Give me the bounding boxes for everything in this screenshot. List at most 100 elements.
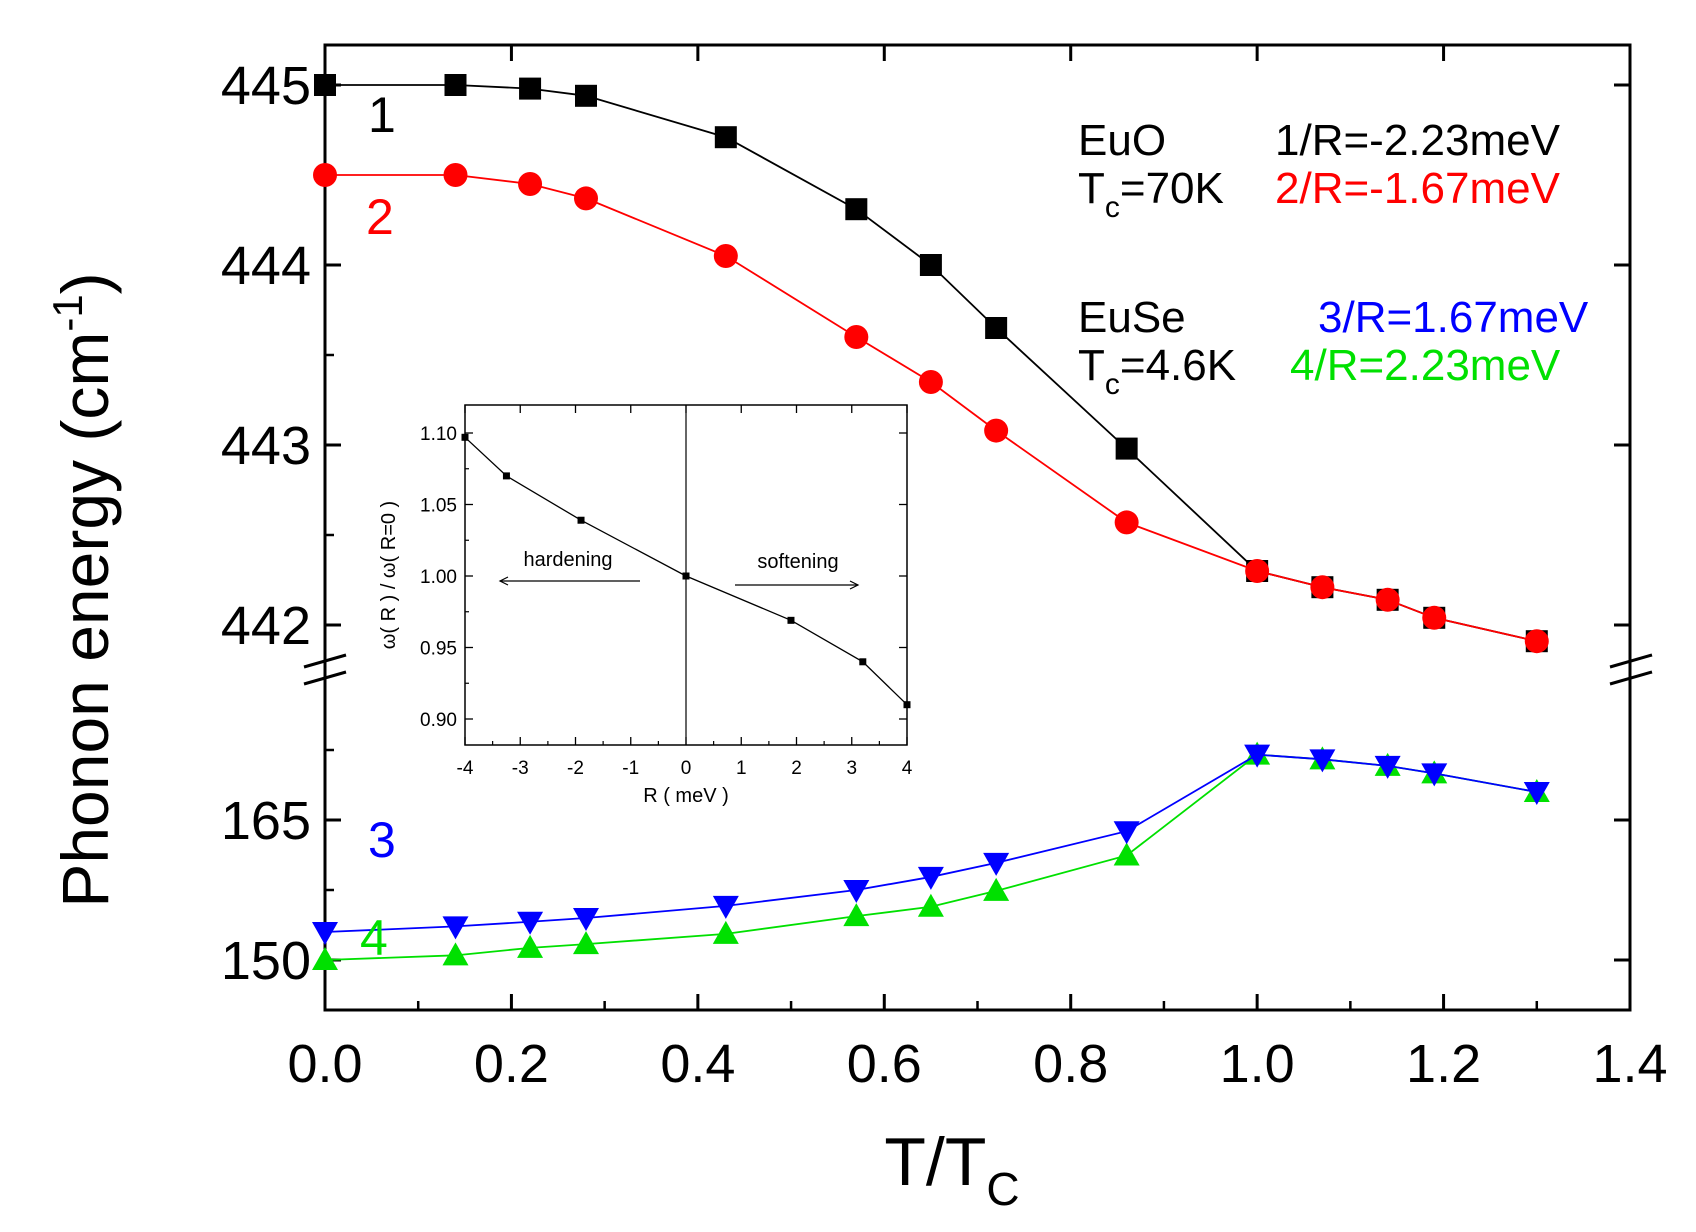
data-point-square	[444, 74, 467, 96]
euo-label: EuO	[1078, 116, 1166, 165]
curve-label-3: 3	[368, 812, 396, 868]
y-tick-label: 444	[221, 236, 311, 296]
data-point-circle	[1114, 510, 1139, 535]
x-tick-label: 0.2	[474, 1034, 549, 1094]
data-point-triangle-down	[573, 908, 599, 931]
data-point-triangle-up	[843, 903, 870, 927]
data-point-circle	[984, 418, 1009, 443]
data-point-triangle-up	[442, 942, 469, 966]
inset-y-tick-label: 0.95	[420, 639, 457, 660]
euse-label: EuSe	[1078, 293, 1186, 342]
data-point-triangle-down	[1309, 749, 1336, 773]
data-point-triangle-down	[843, 880, 870, 903]
data-point-circle	[443, 163, 468, 187]
curve-label-4: 4	[360, 910, 388, 966]
data-point-triangle-down	[983, 852, 1010, 876]
inset-axis-ticks: -4 -3 -2 -1 0 1 2 3 4 0.90 0.95 1.00 1.05 1.10	[420, 405, 913, 779]
series-2	[313, 163, 1549, 654]
data-point-circle	[574, 186, 598, 211]
inset-x-tick-label: 0	[681, 758, 692, 779]
data-point-triangle-up	[573, 931, 599, 955]
inset-y-tick-label: 1.05	[420, 496, 457, 517]
y-axis-label: Phonon energy (cm-1)	[44, 272, 122, 907]
y-tick-label: 165	[221, 791, 311, 851]
inset-x-tick-label: 2	[791, 758, 802, 779]
data-point-square	[845, 198, 868, 221]
data-point-circle	[1524, 629, 1549, 654]
data-point-square	[519, 77, 542, 100]
x-tick-label: 0.0	[287, 1034, 362, 1094]
data-point-triangle-down	[517, 911, 544, 935]
data-point-square	[1115, 437, 1138, 460]
data-point-triangle-down	[712, 895, 739, 919]
euo-r2-label: 2/R=-1.67meV	[1275, 164, 1561, 213]
inset-data-point	[903, 701, 911, 709]
data-point-triangle-up	[1113, 842, 1140, 866]
inset-x-tick-label: 1	[736, 758, 747, 779]
data-point-square	[575, 84, 597, 107]
euo-tc-label: Tc=70K	[1078, 164, 1224, 224]
data-point-circle	[1375, 587, 1400, 612]
data-point-triangle-down	[312, 922, 338, 945]
x-tick-label: 1.4	[1592, 1034, 1667, 1094]
series-4	[312, 741, 1550, 970]
data-point-triangle-down	[1421, 763, 1448, 787]
x-tick-label: 1.0	[1220, 1034, 1295, 1094]
data-point-triangle-up	[983, 877, 1010, 901]
data-point-circle	[1245, 559, 1270, 583]
data-point-circle	[844, 325, 869, 349]
axis-break-left	[303, 653, 347, 686]
data-point-square	[985, 317, 1008, 339]
inset-x-tick-label: 4	[902, 758, 913, 779]
curve-label-1: 1	[368, 87, 396, 143]
data-point-triangle-up	[712, 920, 739, 944]
x-tick-label: 0.6	[847, 1034, 922, 1094]
y-tick-label: 150	[221, 931, 311, 991]
inset-y-tick-label: 1.00	[420, 567, 457, 588]
x-tick-label: 0.8	[1033, 1034, 1108, 1094]
euse-r3-label: 3/R=1.67meV	[1318, 293, 1589, 342]
inset-x-tick-label: -2	[567, 758, 584, 779]
x-axis-label: T/TC	[884, 1124, 1019, 1215]
data-point-triangle-down	[1113, 821, 1140, 845]
euse-tc-label: Tc=4.6K	[1078, 341, 1236, 401]
inset-hardening-arrow	[498, 576, 640, 586]
series-3	[312, 744, 1550, 945]
inset-x-tick-label: -3	[512, 758, 529, 779]
data-point-triangle-up	[312, 947, 338, 970]
euse-r4-label: 4/R=2.23meV	[1290, 341, 1561, 390]
inset-hardening-label: hardening	[524, 549, 613, 571]
data-point-triangle-up	[917, 893, 944, 917]
curve-label-2: 2	[366, 189, 394, 245]
series-layer	[312, 74, 1550, 970]
y-tick-label: 445	[221, 56, 311, 116]
inset-softening-arrow	[735, 580, 860, 590]
data-point-triangle-down	[917, 866, 944, 890]
data-point-circle	[518, 172, 543, 196]
inset-data-point	[461, 433, 469, 441]
series-line-3	[324, 753, 1537, 933]
series-line-4	[324, 753, 1537, 961]
inset-data-point	[577, 516, 585, 524]
inset-y-tick-label: 0.90	[420, 710, 457, 731]
data-point-circle	[918, 370, 943, 394]
data-point-triangle-down	[1523, 782, 1550, 805]
inset-y-tick-label: 1.10	[420, 424, 457, 445]
x-tick-label: 0.4	[660, 1034, 735, 1094]
axis-break-right	[1609, 653, 1653, 686]
data-point-square	[314, 74, 336, 96]
inset-data-point	[859, 658, 867, 666]
data-point-circle	[713, 244, 738, 268]
inset-x-tick-label: -4	[457, 758, 474, 779]
inset-y-axis-label: ω( R ) / ω( R=0 )	[378, 501, 400, 649]
data-point-circle	[1422, 605, 1447, 630]
data-point-circle	[313, 163, 337, 187]
euo-r1-label: 1/R=-2.23meV	[1275, 116, 1561, 165]
inset-x-axis-label: R ( meV )	[643, 785, 729, 807]
data-point-triangle-down	[442, 916, 469, 940]
data-point-square	[714, 126, 737, 149]
inset-x-tick-label: 3	[846, 758, 857, 779]
data-point-triangle-down	[1244, 744, 1271, 768]
